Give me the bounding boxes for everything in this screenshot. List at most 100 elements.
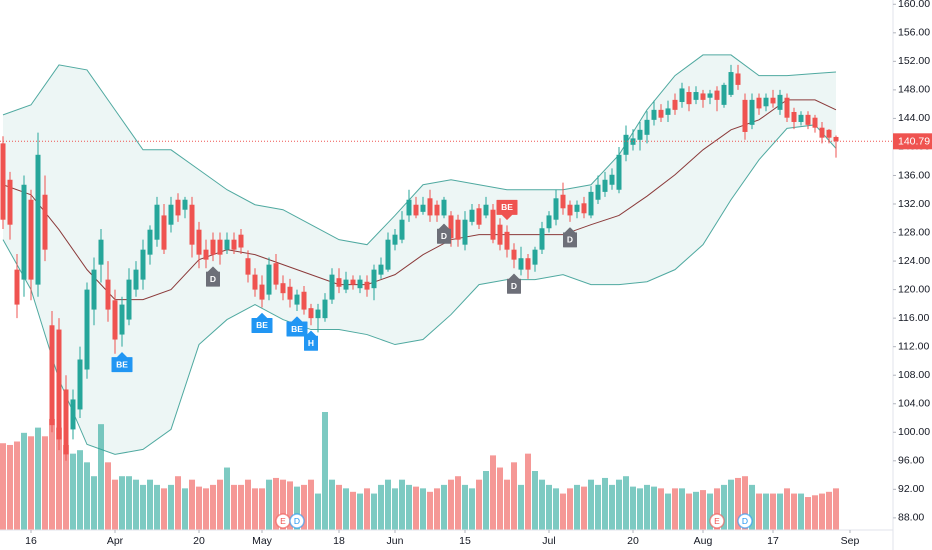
x-tick-label: Sep	[841, 535, 860, 547]
candle-body	[672, 99, 678, 110]
volume-bar	[378, 484, 384, 530]
volume-bar	[336, 484, 342, 530]
volume-bar	[105, 462, 111, 530]
candle-body	[301, 291, 307, 310]
volume-bar	[343, 488, 349, 530]
volume-bar	[700, 490, 706, 530]
volume-bar	[672, 488, 678, 530]
candle-body	[826, 129, 832, 138]
candle-body	[581, 203, 587, 214]
candle-body	[623, 134, 629, 155]
volume-bar	[14, 441, 20, 530]
volume-bar	[567, 488, 573, 530]
y-tick-label: 136.00	[898, 169, 930, 181]
candle-body	[490, 209, 496, 240]
volume-bar	[301, 484, 307, 530]
candle-body	[721, 84, 727, 105]
event-label: D	[742, 516, 748, 526]
volume-bar	[210, 484, 216, 530]
y-tick-label: 116.00	[898, 312, 929, 324]
y-tick-label: 156.00	[898, 27, 930, 39]
volume-bar	[742, 476, 748, 530]
volume-bar	[749, 484, 755, 530]
x-tick-label: 15	[459, 535, 471, 547]
candle-body	[791, 111, 797, 122]
volume-bar	[224, 467, 230, 530]
candle-body	[609, 174, 615, 185]
volume-bar	[161, 488, 167, 530]
volume-bar	[119, 476, 125, 530]
volume-bar	[413, 486, 419, 530]
marker-shape	[507, 273, 521, 294]
volume-bar	[399, 479, 405, 530]
volume-bar	[357, 493, 363, 530]
marker-shape	[286, 316, 308, 337]
volume-bar	[455, 476, 461, 530]
candle-body	[322, 299, 328, 319]
candle-body	[126, 279, 132, 320]
volume-bar	[70, 453, 76, 530]
candle-body	[798, 114, 804, 122]
candle-body	[329, 274, 335, 300]
volume-bar	[777, 493, 783, 530]
candle-body	[406, 199, 412, 216]
volume-bar	[721, 484, 727, 530]
x-tick-label: May	[252, 535, 273, 547]
candle-body	[693, 92, 699, 100]
candle-body	[595, 184, 601, 200]
volume-bar	[140, 484, 146, 530]
volume-bar	[189, 479, 195, 530]
x-tick-label: 20	[193, 535, 205, 547]
candle-body	[770, 97, 776, 104]
candle-body	[315, 309, 321, 319]
candle-body	[308, 308, 314, 319]
marker: D	[437, 223, 451, 244]
volume-bar	[728, 479, 734, 530]
candle-body	[231, 239, 237, 250]
candle-body	[42, 194, 48, 250]
candle-body	[175, 199, 181, 216]
volume-bar	[448, 479, 454, 530]
candle-body	[287, 286, 293, 300]
y-tick-label: 104.00	[898, 398, 930, 410]
marker-shape	[437, 223, 451, 244]
band-upper	[2, 54, 837, 246]
candle-body	[357, 279, 363, 289]
candle-body	[707, 93, 713, 98]
marker-label: D	[441, 231, 447, 241]
volume-bar	[77, 450, 83, 530]
marker-shape	[251, 312, 273, 333]
candle-body	[518, 258, 524, 270]
volume-bar	[812, 495, 818, 530]
volume-bar	[623, 476, 629, 530]
event: E	[709, 513, 725, 529]
y-tick-label: 128.00	[898, 226, 930, 238]
candle-body	[469, 209, 475, 222]
candle-body	[644, 119, 650, 135]
marker-shape	[206, 266, 220, 287]
candle-body	[588, 191, 594, 216]
volume-bar	[217, 479, 223, 530]
last-price-label: 140.79	[898, 136, 930, 148]
marker-label: BE	[501, 202, 513, 212]
volume-bar	[392, 488, 398, 530]
volume-bar	[0, 443, 6, 530]
candle-body	[777, 94, 783, 110]
candle-body	[805, 114, 811, 125]
marker-shape	[111, 352, 133, 373]
candle-body	[273, 263, 279, 285]
x-tick-label: Jun	[387, 535, 404, 547]
volume-bar	[294, 486, 300, 530]
candle-body	[539, 228, 545, 250]
candle-body	[0, 143, 6, 220]
candle-body	[546, 215, 552, 229]
candle-body	[749, 99, 755, 125]
candle-body	[560, 194, 566, 209]
candle-body	[434, 204, 440, 216]
volume-bar	[735, 477, 741, 530]
candle-body	[686, 92, 692, 105]
volume-bar	[476, 479, 482, 530]
event-circle	[737, 513, 753, 529]
volume-bar	[259, 488, 265, 530]
